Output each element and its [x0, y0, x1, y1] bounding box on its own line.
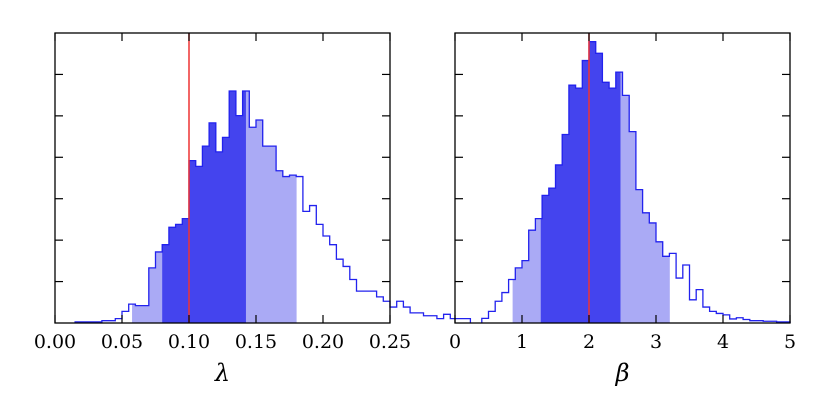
lambda-outer-interval-bar-30: [276, 170, 284, 323]
lambda-inner-interval-bar-15: [175, 224, 183, 323]
beta-inner-interval-bar-9: [542, 195, 550, 323]
lambda-histogram-outline: [74, 90, 472, 323]
lambda-outer-interval-bar-29: [269, 146, 277, 323]
lambda-outer-interval-bar-12: [155, 251, 163, 323]
beta-xtick-label-5: 5: [784, 331, 796, 353]
lambda-outer-interval-bar-26: [249, 127, 257, 323]
beta-inner-interval-bar-15: [582, 60, 590, 324]
beta-inner-interval-bar-14: [575, 88, 583, 323]
beta-outer-interval-bar-20: [620, 72, 623, 324]
beta-inner-interval-bar-12: [562, 134, 570, 323]
lambda-x-axis-label: λ: [214, 359, 230, 387]
lambda-outer-interval-bar-32: [289, 175, 297, 323]
beta-inner-interval-bar-19: [609, 88, 617, 323]
lambda-outer-interval-bar-25: [245, 91, 250, 323]
lambda-inner-interval-bar-19: [202, 146, 210, 323]
lambda-inner-interval-bar-13: [162, 244, 170, 323]
beta-inner-interval-bar-13: [568, 85, 576, 323]
lambda-axes-frame: [54, 32, 391, 324]
lambda-outer-interval-bar-31: [282, 176, 290, 323]
beta-xtick-label-2: 2: [583, 331, 595, 353]
beta-outer-interval-bar-27: [662, 256, 670, 323]
beta-inner-interval-bar-20: [615, 72, 621, 324]
lambda-inner-interval-bar-25: [242, 91, 247, 323]
beta-outer-interval-bar-23: [635, 189, 643, 323]
lambda-outer-interval-bar-28: [262, 146, 270, 323]
lambda-inner-interval-bar-23: [229, 91, 237, 323]
beta-inner-interval-bar-16: [589, 41, 597, 323]
lambda-inner-interval-bar-18: [195, 166, 203, 323]
lambda-outer-interval-bar-8: [132, 304, 136, 323]
lambda-outer-interval-bar-9: [135, 305, 143, 323]
lambda-xtick-label-5: 0.25: [369, 331, 411, 353]
beta-xtick-label-3: 3: [650, 331, 662, 353]
beta-outer-interval-bar-21: [622, 95, 630, 323]
beta-x-axis-label: β: [615, 359, 630, 387]
beta-histogram-panel: 0 1 2 3 4 5 β: [449, 32, 796, 387]
beta-outer-interval-bar-5: [515, 267, 523, 323]
lambda-inner-interval-bar-17: [189, 160, 197, 323]
lambda-inner-interval-bar-14: [168, 227, 176, 323]
beta-xtick-label-0: 0: [449, 331, 461, 353]
lambda-outer-interval-bar-11: [148, 267, 156, 323]
beta-outer-interval-bar-26: [656, 241, 664, 323]
beta-outer-interval-bar-4: [512, 279, 516, 323]
lambda-inner-interval-bar-20: [209, 122, 217, 324]
beta-inner-interval-bar-18: [602, 82, 610, 323]
lambda-xtick-label-4: 0.20: [302, 331, 344, 353]
lambda-xtick-label-1: 0.05: [101, 331, 143, 353]
lambda-inner-interval-bar-16: [182, 218, 190, 323]
lambda-xtick-label-3: 0.15: [235, 331, 277, 353]
lambda-xtick-label-2: 0.10: [168, 331, 210, 353]
beta-outer-interval-bar-24: [642, 212, 650, 323]
lambda-outer-interval-bar-27: [256, 120, 264, 323]
beta-inner-interval-bar-11: [555, 164, 563, 323]
lambda-histogram-panel: 0.00 0.05 0.10 0.15 0.20 0.25 λ: [34, 32, 472, 387]
beta-outer-interval-bar-22: [629, 131, 637, 323]
beta-axes-frame: [454, 32, 791, 324]
beta-outer-interval-bar-7: [528, 230, 536, 323]
lambda-outer-interval-bar-10: [142, 305, 150, 323]
lambda-inner-interval-bar-21: [215, 151, 223, 323]
beta-inner-interval-bar-17: [595, 53, 603, 324]
beta-outer-interval-bar-25: [649, 222, 657, 323]
lambda-xtick-label-0: 0.00: [34, 331, 76, 353]
lambda-inner-interval-bar-24: [235, 115, 243, 324]
beta-inner-interval-bar-10: [548, 188, 556, 323]
beta-histogram-outline: [481, 41, 791, 323]
beta-outer-interval-bar-6: [522, 260, 530, 323]
beta-xtick-label-4: 4: [717, 331, 729, 353]
lambda-inner-interval-bar-22: [222, 137, 230, 323]
beta-outer-interval-bar-8: [535, 218, 542, 323]
beta-inner-interval-bar-8: [540, 218, 543, 323]
beta-xtick-label-1: 1: [516, 331, 528, 353]
